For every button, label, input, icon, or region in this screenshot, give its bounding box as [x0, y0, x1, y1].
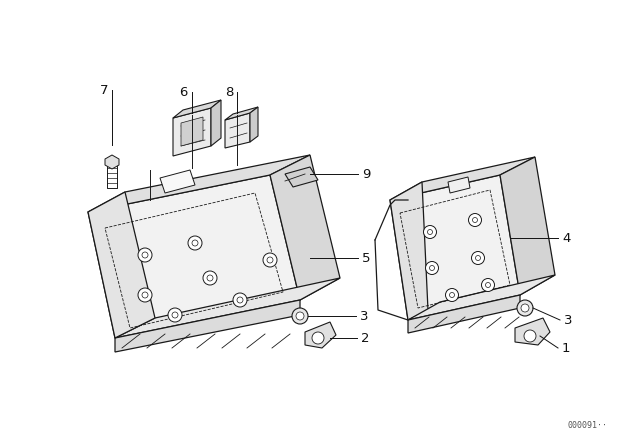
Polygon shape: [515, 318, 550, 345]
Circle shape: [486, 283, 490, 288]
Circle shape: [263, 253, 277, 267]
Text: 7: 7: [99, 83, 108, 96]
Circle shape: [472, 217, 477, 223]
Polygon shape: [115, 278, 340, 338]
Circle shape: [172, 312, 178, 318]
Circle shape: [424, 225, 436, 238]
Polygon shape: [250, 107, 258, 142]
Polygon shape: [270, 155, 340, 300]
Circle shape: [312, 332, 324, 344]
Circle shape: [468, 214, 481, 227]
Polygon shape: [173, 100, 221, 118]
Circle shape: [449, 293, 454, 297]
Text: 4: 4: [562, 232, 570, 245]
Polygon shape: [88, 175, 300, 338]
Text: 5: 5: [362, 251, 371, 264]
Circle shape: [237, 297, 243, 303]
Circle shape: [524, 330, 536, 342]
Polygon shape: [285, 167, 318, 187]
Polygon shape: [225, 107, 258, 120]
Polygon shape: [160, 170, 195, 193]
Polygon shape: [390, 175, 520, 320]
Circle shape: [207, 275, 213, 281]
Polygon shape: [88, 155, 310, 212]
Polygon shape: [88, 192, 155, 338]
Polygon shape: [173, 108, 211, 156]
Polygon shape: [225, 113, 250, 148]
Circle shape: [472, 251, 484, 264]
Circle shape: [188, 236, 202, 250]
Polygon shape: [105, 155, 119, 169]
Text: 2: 2: [361, 332, 369, 345]
Text: 3: 3: [360, 310, 369, 323]
Polygon shape: [305, 322, 336, 348]
Text: 8: 8: [225, 86, 233, 99]
Polygon shape: [408, 295, 520, 333]
Polygon shape: [115, 300, 300, 352]
Text: 3: 3: [564, 314, 573, 327]
Circle shape: [233, 293, 247, 307]
Text: 9: 9: [362, 168, 371, 181]
Circle shape: [426, 262, 438, 275]
Polygon shape: [408, 275, 555, 320]
Polygon shape: [211, 100, 221, 146]
Polygon shape: [181, 117, 203, 146]
Circle shape: [429, 266, 435, 271]
Circle shape: [138, 248, 152, 262]
Circle shape: [142, 252, 148, 258]
Text: 6: 6: [180, 86, 188, 99]
Circle shape: [296, 312, 304, 320]
Circle shape: [168, 308, 182, 322]
Circle shape: [517, 300, 533, 316]
Polygon shape: [390, 157, 535, 200]
Text: 1: 1: [562, 341, 570, 354]
Circle shape: [138, 288, 152, 302]
Polygon shape: [500, 157, 555, 295]
Polygon shape: [448, 177, 470, 193]
Text: 000091··: 000091··: [567, 421, 607, 430]
Circle shape: [428, 229, 433, 234]
Circle shape: [203, 271, 217, 285]
Circle shape: [267, 257, 273, 263]
Circle shape: [192, 240, 198, 246]
Circle shape: [476, 255, 481, 260]
Circle shape: [445, 289, 458, 302]
Circle shape: [481, 279, 495, 292]
Circle shape: [292, 308, 308, 324]
Circle shape: [521, 304, 529, 312]
Polygon shape: [390, 182, 428, 320]
Circle shape: [142, 292, 148, 298]
